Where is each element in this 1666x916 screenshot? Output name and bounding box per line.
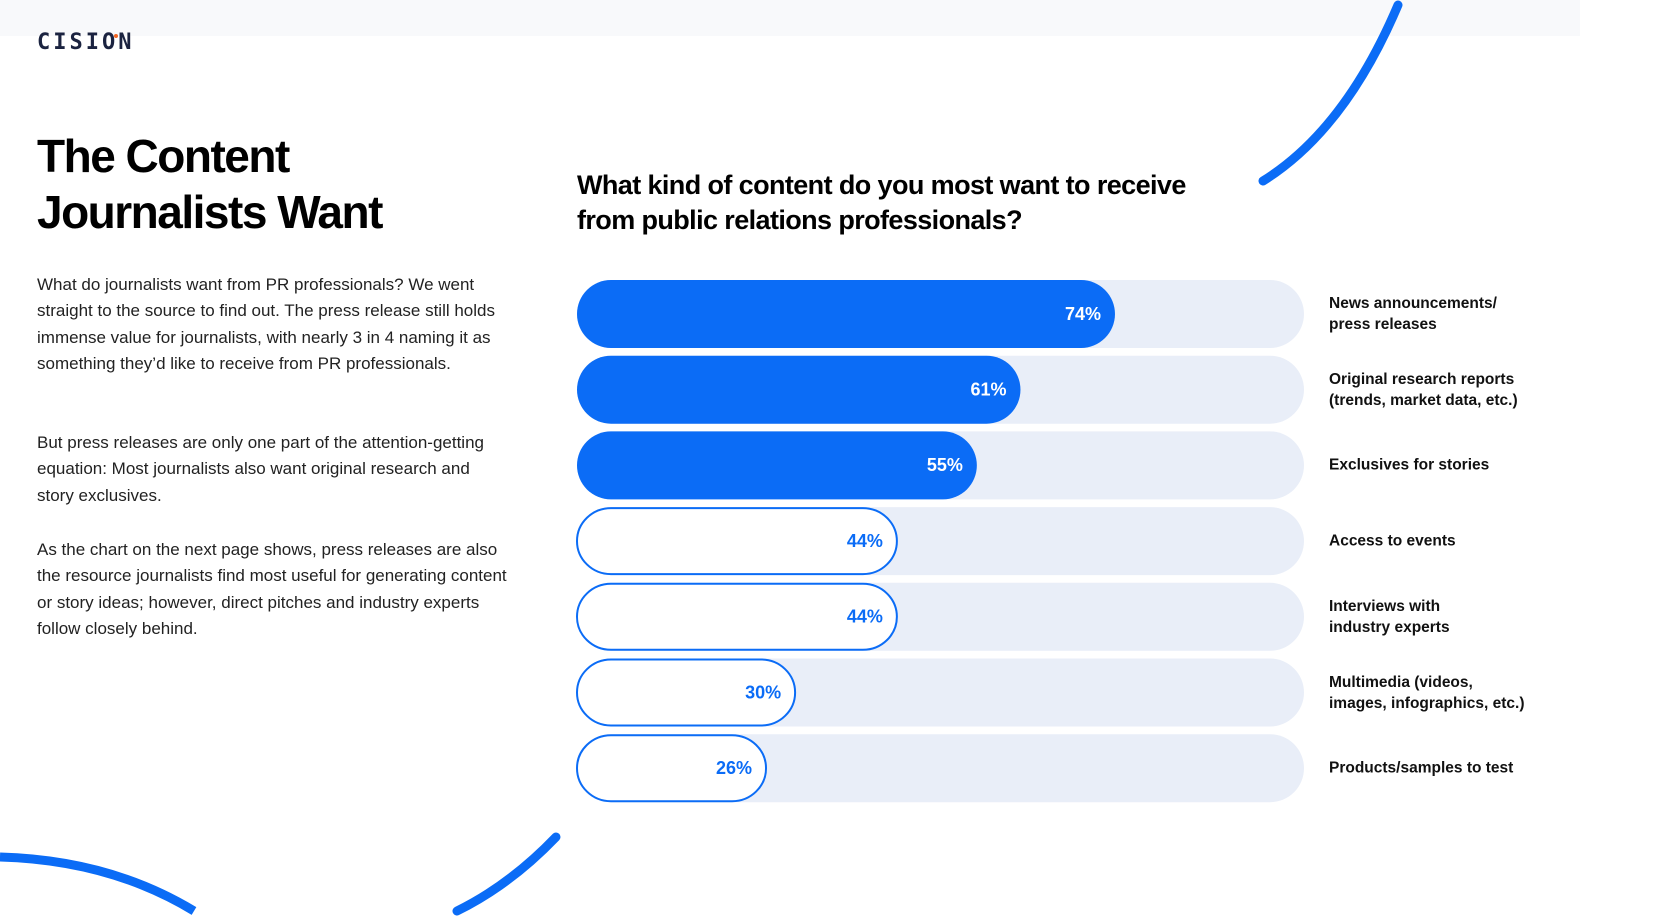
bar bbox=[576, 658, 797, 727]
top-band bbox=[0, 0, 1580, 36]
logo: CISION bbox=[37, 30, 135, 55]
category-label: Exclusives for stories bbox=[1329, 456, 1490, 474]
category-label: Access to events bbox=[1329, 532, 1456, 550]
category-label: Multimedia (videos, images, infographics… bbox=[1329, 673, 1525, 712]
value-label: 30% bbox=[745, 682, 781, 702]
category-label: Products/samples to test bbox=[1329, 759, 1514, 777]
value-label: 44% bbox=[847, 607, 883, 627]
bar bbox=[576, 507, 898, 576]
value-label: 44% bbox=[847, 531, 883, 551]
value-label: 74% bbox=[1065, 304, 1101, 324]
bar bbox=[577, 431, 977, 500]
bar bbox=[576, 734, 768, 803]
paragraph: As the chart on the next page shows, pre… bbox=[37, 540, 507, 639]
category-label: News announcements/ press releases bbox=[1329, 295, 1497, 333]
decor-arc bbox=[1258, 0, 1403, 186]
value-label: 26% bbox=[716, 758, 752, 778]
decor-arc bbox=[0, 852, 197, 915]
bar bbox=[577, 355, 1021, 424]
bar bbox=[577, 280, 1115, 348]
value-label: 55% bbox=[927, 455, 963, 475]
chart-title: What kind of content do you most want to… bbox=[577, 170, 1186, 235]
paragraph: But press releases are only one part of … bbox=[37, 433, 484, 505]
heading: The Content Journalists Want bbox=[37, 130, 383, 238]
logo-dot bbox=[114, 34, 118, 38]
category-label: Interviews with industry experts bbox=[1329, 597, 1450, 636]
category-label: Original research reports (trends, marke… bbox=[1329, 370, 1518, 409]
bar bbox=[576, 582, 898, 651]
value-label: 61% bbox=[970, 379, 1006, 399]
paragraph: What do journalists want from PR profess… bbox=[37, 275, 495, 374]
decor-arc bbox=[452, 832, 561, 916]
